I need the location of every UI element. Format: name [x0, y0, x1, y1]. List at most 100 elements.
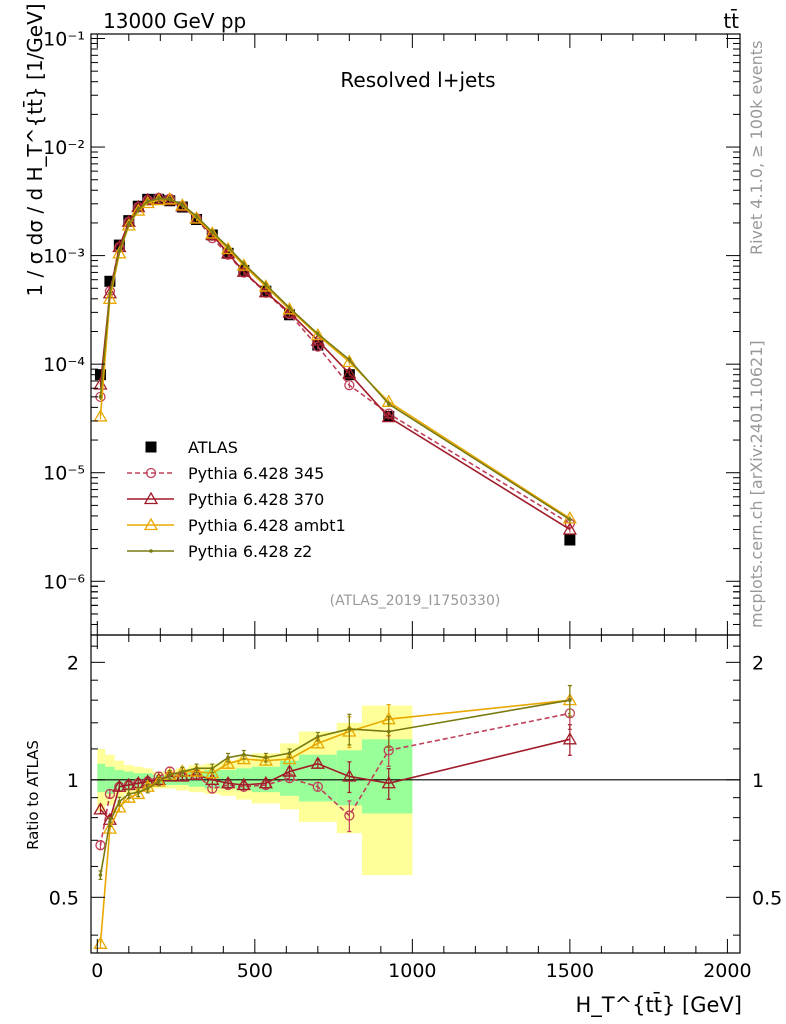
data-point	[310, 327, 325, 341]
data-point	[568, 517, 572, 522]
ratio-point	[568, 698, 572, 702]
ratio-y-tick-label: 0.5	[752, 887, 782, 909]
ratio-point	[180, 769, 185, 774]
ratio-point	[127, 792, 131, 796]
data-point	[104, 275, 116, 287]
legend-label: Pythia 6.428 z2	[188, 542, 312, 561]
ratio-series-layer	[93, 684, 577, 949]
ratio-pythia-6-428-z2	[98, 684, 572, 880]
legend-marker	[143, 517, 159, 531]
ratio-point	[386, 729, 391, 734]
data-point	[108, 291, 112, 296]
series-pythia-6-428-z2	[98, 195, 572, 523]
data-point	[264, 282, 268, 287]
ratio-point	[310, 756, 325, 769]
ratio-line	[99, 699, 570, 944]
legend-marker	[145, 467, 157, 479]
data-point	[102, 291, 118, 304]
green-band-bin	[97, 763, 106, 793]
data-point	[117, 249, 122, 253]
ratio-point	[562, 732, 577, 745]
ratio-point	[108, 820, 112, 824]
ratio-x-axis: 0 500 1000 1500 2000	[91, 635, 752, 982]
ratio-point	[205, 772, 220, 785]
data-point	[145, 199, 150, 204]
ratio-point	[167, 773, 172, 777]
ratio-point	[210, 766, 215, 771]
ratio-point	[258, 775, 273, 789]
data-point	[127, 222, 131, 226]
data-point	[156, 196, 161, 201]
legend-item: Pythia 6.428 z2	[127, 542, 312, 561]
data-point	[93, 409, 108, 422]
data-point	[316, 332, 320, 336]
main-y-axis: 10⁻⁶ 10⁻⁵ 10⁻⁴ 10⁻³ 10⁻² 10⁻¹	[43, 28, 740, 625]
ratio-point	[189, 767, 204, 780]
ratio-point	[236, 751, 251, 765]
main-title: Resolved l+jets	[340, 68, 495, 92]
data-point	[136, 207, 141, 212]
x-axis-title: H_T^{tt̄} [GeV]	[575, 992, 742, 1018]
rivet-label: Rivet 4.1.0, ≥ 100k events	[747, 41, 766, 255]
ratio-point	[189, 764, 204, 777]
data-point	[562, 522, 577, 535]
ratio-y-axis-title: Ratio to ATLAS	[24, 740, 42, 850]
data-point	[386, 402, 391, 406]
ratio-y-tick-label: 0.5	[49, 887, 79, 909]
legend-item: ATLAS	[145, 438, 238, 457]
data-point	[167, 197, 172, 202]
legend-label: Pythia 6.428 345	[188, 464, 324, 483]
data-point	[140, 195, 155, 209]
green-band-bin	[361, 739, 413, 814]
y-tick-label: 10⁻¹	[43, 28, 85, 50]
data-point	[342, 366, 357, 379]
ratio-point	[104, 788, 116, 800]
ratio-point	[381, 775, 396, 789]
ratio-point	[205, 765, 220, 779]
ratio-panel: 0.5 0.5 1 1 2 2 0 500 1000 1500 2000 Ratio to ATL…	[24, 634, 782, 1018]
ratio-point	[282, 751, 297, 765]
main-y-axis-title: 1 / σ dσ / d H_T^{tt̄} [1/GeV]	[22, 3, 47, 296]
ratio-point	[98, 873, 103, 877]
legend-marker	[149, 549, 153, 553]
x-tick-label: 500	[237, 960, 273, 982]
ratio-point	[282, 764, 297, 777]
y-tick-label: 10⁻³	[43, 246, 85, 268]
data-point	[194, 214, 199, 219]
ratio-point	[264, 755, 268, 760]
data-point	[347, 357, 352, 362]
data-point	[121, 218, 136, 231]
ratio-point	[241, 752, 246, 757]
data-point	[287, 306, 292, 310]
ratio-point	[156, 779, 161, 784]
legend: ATLAS Pythia 6.428 345 Pythia 6.428 370 Pyt…	[127, 438, 346, 561]
x-tick-label: 2000	[703, 960, 751, 982]
data-point	[236, 258, 251, 271]
main-x-axis	[96, 34, 728, 635]
data-point	[258, 279, 273, 292]
data-point	[226, 245, 230, 249]
ratio-point	[258, 753, 273, 766]
ratio-point	[117, 799, 122, 804]
ratio-y-tick-label: 1	[752, 770, 764, 792]
data-point	[344, 380, 355, 391]
data-point	[282, 302, 297, 315]
x-tick-label: 0	[91, 960, 103, 982]
series-pythia-6-428-345	[95, 192, 576, 529]
ratio-point	[93, 802, 108, 815]
data-point	[131, 203, 146, 216]
ratio-point	[220, 756, 236, 769]
ratio-point	[220, 775, 236, 789]
ratio-point	[226, 755, 230, 760]
ratio-y-tick-label: 2	[67, 652, 79, 674]
ratio-point	[312, 781, 323, 792]
ratio-point	[145, 786, 150, 791]
data-point	[381, 409, 396, 423]
legend-label: ATLAS	[188, 438, 238, 457]
data-point	[189, 211, 204, 224]
data-point	[241, 262, 246, 266]
legend-marker	[143, 491, 159, 505]
series-atlas	[94, 193, 576, 546]
mcplots-label: mcplots.cern.ch [arXiv:2401.10621]	[747, 340, 766, 628]
ratio-point	[194, 766, 199, 771]
